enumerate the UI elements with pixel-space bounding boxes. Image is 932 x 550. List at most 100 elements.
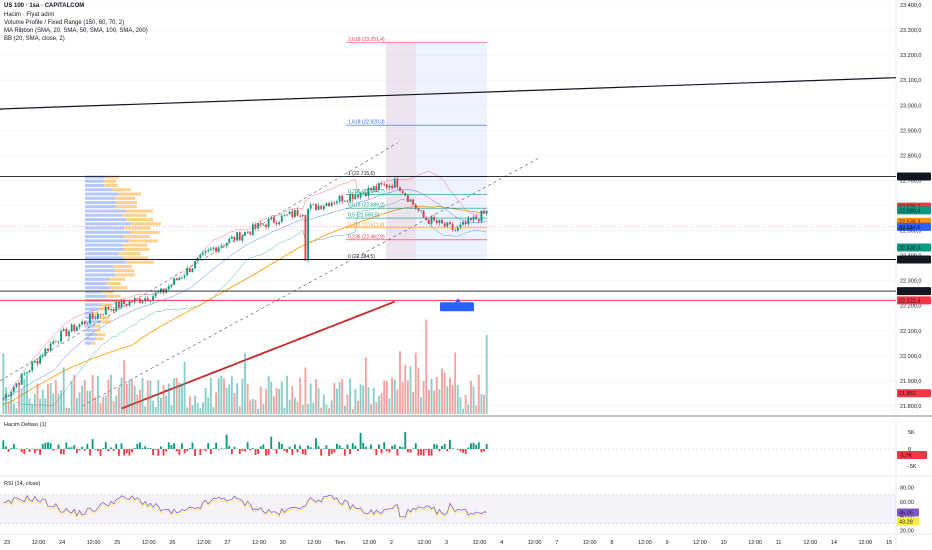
volume-bar — [157, 379, 160, 414]
delta-bar — [157, 449, 160, 456]
candle-body — [23, 373, 26, 375]
volume-profile-bar-up — [85, 243, 123, 247]
delta-bar — [301, 449, 304, 454]
volume-bar — [430, 378, 433, 414]
delta-bar — [420, 449, 422, 455]
volume-bar — [102, 396, 105, 414]
volume-profile-bar-down — [102, 290, 114, 294]
delta-bar — [207, 443, 210, 449]
volume-bar — [89, 390, 91, 414]
delta-bar — [280, 443, 283, 449]
volume-profile-bar-up — [85, 294, 107, 298]
candle-body — [338, 195, 341, 202]
delta-bar — [39, 449, 42, 455]
candle-body — [44, 348, 47, 357]
volume-bar — [425, 319, 428, 414]
candle-body — [375, 186, 378, 190]
candle-body — [278, 222, 281, 225]
candle-body — [12, 386, 15, 393]
time-tick-label: 3 — [445, 540, 448, 546]
candle-body — [209, 248, 212, 251]
delta-bar — [149, 448, 152, 449]
volume-bar — [375, 402, 378, 414]
indicator-bollinger[interactable]: BB (20, SMA, close, 2) — [4, 36, 65, 42]
volume-bar — [378, 395, 380, 414]
volume-bar — [406, 380, 409, 414]
volume-bar — [202, 402, 204, 414]
volume-bar — [162, 385, 165, 414]
volume-bar — [83, 380, 86, 414]
price-tag-label: 21.851 — [899, 391, 916, 397]
candle-body — [359, 192, 362, 198]
volume-bar — [462, 408, 464, 414]
volume-bar — [262, 403, 265, 414]
rsi-label[interactable]: RSI (14, close) — [4, 481, 41, 487]
candle-body — [483, 210, 485, 214]
candle-body — [223, 245, 225, 247]
delta-tick-label: 0 — [908, 447, 911, 453]
delta-bar — [86, 443, 89, 449]
volume-profile-bar-up — [85, 337, 97, 341]
candle-body — [131, 301, 133, 303]
candle-body — [73, 324, 76, 331]
candle-body — [409, 199, 412, 202]
volume-bar — [401, 381, 404, 414]
candle-body — [456, 227, 459, 231]
fib-level-label: 0,236 (22.462,9) — [348, 234, 385, 240]
indicator-volume[interactable]: Hacim · Fiyat adım — [4, 12, 55, 18]
indicator-volume-profile[interactable]: Volume Profile / Fixed Range (150, 60, 7… — [4, 20, 125, 26]
indicator-ma-ribbon[interactable]: MA Ribbon (SMA, 20, SMA, 50, SMA, 100, S… — [4, 28, 148, 34]
delta-bar — [456, 449, 459, 450]
price-tag-bg — [897, 172, 931, 181]
volume-profile-bar-down — [122, 256, 148, 260]
volume-profile-bar-up — [85, 226, 125, 230]
delta-bar — [451, 448, 454, 449]
delta-bar — [349, 449, 352, 455]
volume-profile-bar-down — [106, 281, 121, 285]
delta-bar — [330, 449, 333, 455]
candle-body — [212, 247, 215, 249]
candle-body — [270, 217, 273, 220]
delta-bar — [341, 448, 344, 449]
delta-bar — [146, 448, 149, 449]
time-tick-label: 12:00 — [362, 540, 376, 546]
candle-body — [157, 292, 160, 294]
volume-bar — [477, 374, 480, 414]
time-tick-label: 25 — [114, 540, 120, 546]
volume-bar — [456, 385, 459, 414]
volume-bar — [278, 388, 281, 414]
candle-body — [175, 278, 178, 281]
delta-bar — [238, 449, 241, 454]
delta-bar — [209, 449, 212, 455]
candle-body — [128, 301, 131, 306]
candle-body — [357, 195, 359, 198]
delta-bar — [399, 446, 401, 449]
symbol-title[interactable]: US 100 · 1sa · CAPITALCOM — [4, 3, 85, 9]
volume-bar — [372, 387, 375, 414]
candle-body — [26, 372, 28, 374]
candle-body — [33, 360, 36, 363]
volume-bar — [288, 399, 291, 414]
candle-body — [433, 217, 436, 221]
candle-body — [283, 214, 286, 216]
volume-bar — [275, 388, 278, 414]
delta-bar — [28, 449, 31, 452]
delta-bar — [270, 436, 273, 449]
candle-body — [104, 307, 107, 315]
volume-profile-bar-up — [85, 179, 104, 183]
candle-body — [401, 190, 404, 194]
volume-profile-bar-up — [85, 341, 92, 345]
candle-body — [191, 268, 194, 273]
candle-body — [70, 324, 73, 332]
volume-delta-label[interactable]: Hacim Deltası (1) — [4, 422, 47, 428]
volume-profile-bar-up — [85, 218, 126, 222]
candle-body — [396, 179, 399, 188]
volume-profile-bar-up — [85, 205, 117, 209]
volume-profile-bar-up — [85, 333, 98, 337]
delta-bar — [322, 448, 325, 449]
volume-bar — [409, 366, 412, 414]
delta-bar — [244, 449, 246, 452]
candle-body — [125, 304, 128, 306]
delta-bar — [138, 442, 141, 449]
